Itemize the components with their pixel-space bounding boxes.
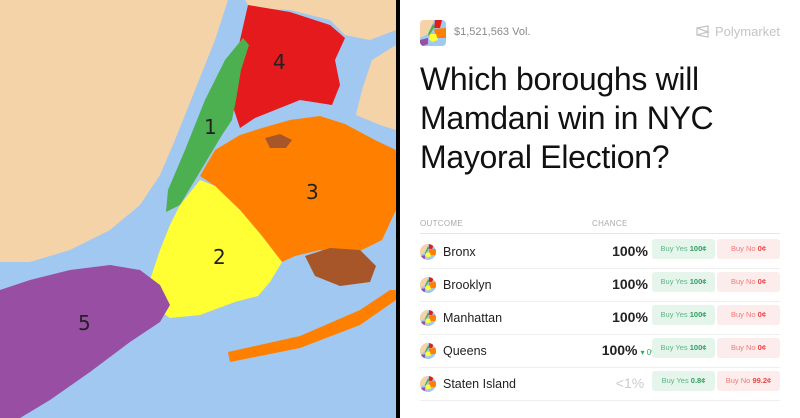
buy-no-button[interactable]: Buy No 0¢ — [717, 239, 780, 259]
outcome-chance: 100% — [580, 243, 680, 259]
buy-yes-price: 0.8¢ — [690, 376, 706, 385]
buy-no-button[interactable]: Buy No 0¢ — [717, 272, 780, 292]
chance-value: 100% — [612, 309, 648, 325]
bronx-region — [234, 5, 345, 128]
volume-label: $1,521,563 Vol. — [454, 26, 531, 38]
market-title: Which boroughs will Mamdani win in NYC M… — [420, 61, 714, 175]
outcome-column-header: OUTCOME — [420, 219, 463, 228]
polymarket-brand[interactable]: Polymarket — [696, 24, 780, 39]
buy-yes-label: Buy Yes — [660, 343, 688, 352]
westchester-land — [245, 0, 396, 40]
queens-region — [200, 116, 396, 262]
outcome-thumbnail-icon — [420, 376, 436, 392]
buy-yes-price: 100¢ — [689, 343, 707, 352]
buy-no-price: 0¢ — [757, 310, 767, 319]
outcome-name: Brooklyn — [443, 278, 492, 292]
outcome-chance: 100% — [580, 309, 680, 325]
outcome-name: Bronx — [443, 245, 476, 259]
outcome-row[interactable]: Staten Island <1% Buy Yes 0.8¢ Buy No 99.2¢ — [420, 368, 780, 401]
outcome-thumbnail-icon — [420, 244, 436, 260]
buy-yes-label: Buy Yes — [660, 310, 688, 319]
chance-delta: ▾ 0% — [640, 348, 659, 357]
label-bronx: 4 — [273, 50, 286, 74]
header-divider — [420, 233, 780, 234]
outcome-chance: 100% ▾ 0% — [580, 342, 680, 358]
outcome-name: Queens — [443, 344, 487, 358]
buy-no-label: Buy No — [730, 277, 756, 286]
outcome-thumbnail-icon — [420, 343, 436, 359]
buy-no-label: Buy No — [725, 376, 751, 385]
chance-value: 100% — [612, 276, 648, 292]
buy-yes-button[interactable]: Buy Yes 100¢ — [652, 305, 715, 325]
buy-no-price: 0¢ — [757, 244, 767, 253]
outcome-row[interactable]: Brooklyn 100% Buy Yes 100¢ Buy No 0¢ — [420, 269, 780, 302]
buy-yes-button[interactable]: Buy Yes 0.8¢ — [652, 371, 715, 391]
label-staten-island: 5 — [78, 311, 91, 335]
market-panel: $1,521,563 Vol. Polymarket Which borough… — [400, 0, 800, 418]
brooklyn-region — [150, 180, 282, 318]
buy-no-price: 0¢ — [757, 343, 767, 352]
chance-column-header: CHANCE — [592, 219, 628, 228]
chance-value: <1% — [615, 375, 645, 391]
market-thumbnail-icon — [420, 20, 446, 46]
outcome-chance: <1% — [580, 375, 680, 391]
divider — [396, 0, 400, 418]
riker-island — [265, 134, 292, 148]
outcome-name: Manhattan — [443, 311, 503, 325]
buy-no-label: Buy No — [730, 343, 756, 352]
outcome-row[interactable]: Queens 100% ▾ 0% Buy Yes 100¢ Buy No 0¢ — [420, 335, 780, 368]
buy-no-button[interactable]: Buy No 0¢ — [717, 305, 780, 325]
label-manhattan: 1 — [204, 115, 217, 139]
buy-no-label: Buy No — [730, 310, 756, 319]
outcome-row[interactable]: Bronx 100% Buy Yes 100¢ Buy No 0¢ — [420, 236, 780, 269]
buy-no-price: 0¢ — [757, 277, 767, 286]
buy-no-price: 99.2¢ — [752, 376, 772, 385]
label-queens: 3 — [306, 180, 319, 204]
buy-yes-price: 100¢ — [689, 277, 707, 286]
buy-yes-button[interactable]: Buy Yes 100¢ — [652, 338, 715, 358]
buy-yes-label: Buy Yes — [660, 244, 688, 253]
buy-no-button[interactable]: Buy No 99.2¢ — [717, 371, 780, 391]
label-brooklyn: 2 — [213, 245, 226, 269]
buy-no-label: Buy No — [730, 244, 756, 253]
buy-yes-button[interactable]: Buy Yes 100¢ — [652, 272, 715, 292]
buy-no-button[interactable]: Buy No 0¢ — [717, 338, 780, 358]
buy-yes-label: Buy Yes — [660, 277, 688, 286]
outcome-row[interactable]: Manhattan 100% Buy Yes 100¢ Buy No 0¢ — [420, 302, 780, 335]
outcome-name: Staten Island — [443, 377, 516, 391]
buy-yes-button[interactable]: Buy Yes 100¢ — [652, 239, 715, 259]
airport-region — [305, 248, 376, 286]
polymarket-logo-icon — [696, 25, 710, 38]
manhattan-region — [166, 38, 249, 212]
chance-value: 100% — [612, 243, 648, 259]
rockaway-region — [228, 290, 396, 362]
buy-yes-price: 100¢ — [689, 244, 707, 253]
brand-name: Polymarket — [714, 24, 780, 39]
outcome-thumbnail-icon — [420, 310, 436, 326]
chance-value: 100% — [601, 342, 638, 358]
buy-yes-label: Buy Yes — [661, 376, 689, 385]
long-island-land — [356, 45, 396, 130]
nyc-borough-map: 1 2 3 4 5 — [0, 0, 396, 418]
outcome-thumbnail-icon — [420, 277, 436, 293]
outcome-chance: 100% — [580, 276, 680, 292]
new-jersey-land — [0, 0, 228, 262]
buy-yes-price: 100¢ — [689, 310, 707, 319]
staten-island-region — [0, 265, 170, 418]
